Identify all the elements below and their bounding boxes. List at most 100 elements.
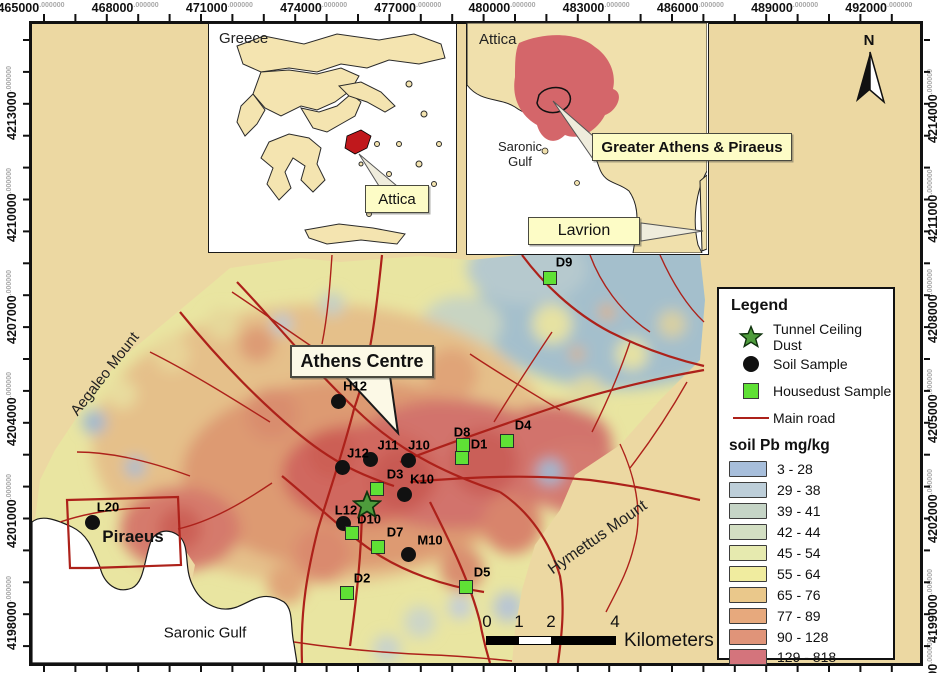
class-color-swatch xyxy=(729,586,767,603)
class-color-swatch xyxy=(729,524,767,541)
scalebar-tick-label: 4 xyxy=(610,612,620,631)
scalebar-unit: Kilometers xyxy=(624,630,714,651)
athens-centre-callout: Athens Centre xyxy=(290,345,434,378)
scalebar-bar xyxy=(486,636,616,645)
athens-municipality-outline xyxy=(536,86,572,114)
class-range-label: 129 - 818 xyxy=(777,649,837,666)
legend-class-row: 90 - 128 xyxy=(729,626,893,647)
greece-inset-art xyxy=(236,33,446,245)
scalebar-tick-label: 2 xyxy=(546,612,556,631)
axis-label-top: 483000.000000 xyxy=(562,1,630,15)
axis-label-top: 489000.000000 xyxy=(751,1,819,15)
saronic-line2: Gulf xyxy=(508,154,532,169)
housedust-sample-point xyxy=(371,540,385,554)
housedust-sample-label: D4 xyxy=(514,417,532,433)
legend-symbol-row: Housedust Sample xyxy=(729,377,893,404)
axis-label-left: 4204000.000000 xyxy=(5,372,19,446)
class-color-swatch xyxy=(729,503,767,520)
class-color-swatch xyxy=(729,628,767,645)
legend-symbols: Tunnel Ceiling Dust Soil Sample Housedust … xyxy=(729,320,893,431)
soil-sample-point xyxy=(362,451,378,467)
legend-class-row: 3 - 28 xyxy=(729,459,893,480)
soil-sample-point xyxy=(334,459,350,475)
soil-sample-point xyxy=(84,514,100,530)
heatmap-art xyxy=(32,254,705,663)
class-range-label: 90 - 128 xyxy=(777,628,829,645)
axis-label-right: 4202000.000000 xyxy=(926,469,940,543)
axis-label-top: 471000.000000 xyxy=(185,1,253,15)
housedust-sample-label: D1 xyxy=(470,436,488,452)
main-road-icon xyxy=(733,416,769,419)
scalebar: 0 1 2 4 Kilometers xyxy=(482,612,734,654)
attica-inset: Attica Saronic Gulf xyxy=(466,22,709,255)
housedust-sample-point xyxy=(345,526,359,540)
legend-symbol-label: Main road xyxy=(773,409,836,426)
housedust-sample-point xyxy=(459,580,473,594)
soil-sample-icon xyxy=(743,355,759,372)
legend-class-row: 65 - 76 xyxy=(729,584,893,605)
housedust-sample-icon xyxy=(743,382,759,399)
attica-callout-wedge xyxy=(358,153,399,187)
greater-athens-callout: Greater Athens & Piraeus xyxy=(592,133,792,161)
saronic-gulf-inset-label: Saronic Gulf xyxy=(485,139,555,169)
housedust-sample-point xyxy=(455,451,469,465)
piraeus-label: Piraeus xyxy=(102,527,164,546)
soil-sample-label: L12 xyxy=(334,502,358,518)
axis-label-left: 4213000.000000 xyxy=(5,66,19,140)
axis-label-left: 4207000.000000 xyxy=(5,270,19,344)
square-icon xyxy=(729,382,773,399)
legend: Legend Tunnel Ceiling Dust Soil Sample Hou… xyxy=(717,287,895,666)
circle-icon xyxy=(729,355,773,372)
housedust-sample-label: D8 xyxy=(453,424,471,440)
class-range-label: 39 - 41 xyxy=(777,503,821,520)
housedust-sample-label: D7 xyxy=(386,524,404,540)
class-color-swatch xyxy=(729,607,767,624)
star-icon xyxy=(729,324,773,349)
scalebar-seg-2 xyxy=(519,637,551,644)
soil-sample-point xyxy=(400,546,416,562)
axis-label-right: 4211000.000000 xyxy=(926,169,940,243)
axis-label-right: 4214000.000000 xyxy=(926,69,940,143)
class-color-swatch xyxy=(729,565,767,582)
axis-label-top: 492000.000000 xyxy=(845,1,913,15)
attica-region-highlight xyxy=(344,129,372,155)
class-range-label: 42 - 44 xyxy=(777,524,821,541)
legend-class-row: 29 - 38 xyxy=(729,480,893,501)
axis-label-left: 4198000.000000 xyxy=(5,576,19,650)
scalebar-seg-3 xyxy=(551,637,615,644)
housedust-sample-label: D2 xyxy=(353,570,371,586)
axis-label-top: 474000.000000 xyxy=(280,1,348,15)
class-color-swatch xyxy=(729,461,767,478)
housedust-sample-label: D5 xyxy=(473,564,491,580)
legend-symbol-row: Main road xyxy=(729,404,893,431)
legend-symbol-label: Soil Sample xyxy=(773,355,848,372)
class-color-swatch xyxy=(729,649,767,666)
class-range-label: 3 - 28 xyxy=(777,461,813,478)
scalebar-seg-1 xyxy=(487,637,519,644)
soil-sample-point xyxy=(330,393,346,409)
greater-athens-region xyxy=(514,35,619,141)
scalebar-tick-label: 0 xyxy=(482,612,492,631)
attica-inset-title: Attica xyxy=(479,31,517,48)
class-range-label: 45 - 54 xyxy=(777,545,821,561)
legend-symbol-label: Tunnel Ceiling Dust xyxy=(773,320,862,353)
axis-label-left: 4201000.000000 xyxy=(5,474,19,548)
soil-sample-label: M10 xyxy=(417,532,443,548)
line-icon xyxy=(729,416,773,419)
axis-label-top: 477000.000000 xyxy=(374,1,442,15)
legend-class-row: 42 - 44 xyxy=(729,522,893,543)
class-range-label: 29 - 38 xyxy=(777,482,821,499)
class-color-swatch xyxy=(729,545,767,561)
legend-class-row: 45 - 54 xyxy=(729,543,893,564)
axis-label-right: 4199000.000000 xyxy=(926,569,940,643)
axis-label-right-partial: 00.000000 xyxy=(926,638,940,673)
axis-label-right: 4205000.000000 xyxy=(926,369,940,443)
housedust-sample-label: D3 xyxy=(386,466,404,482)
legend-symbol-label: Housedust Sample xyxy=(773,382,892,399)
housedust-sample-point xyxy=(543,271,557,285)
attica-inset-art xyxy=(466,22,708,254)
class-range-label: 65 - 76 xyxy=(777,586,821,603)
legend-class-row: 39 - 41 xyxy=(729,501,893,522)
soil-sample-point xyxy=(400,452,416,468)
soil-sample-point xyxy=(396,486,412,502)
